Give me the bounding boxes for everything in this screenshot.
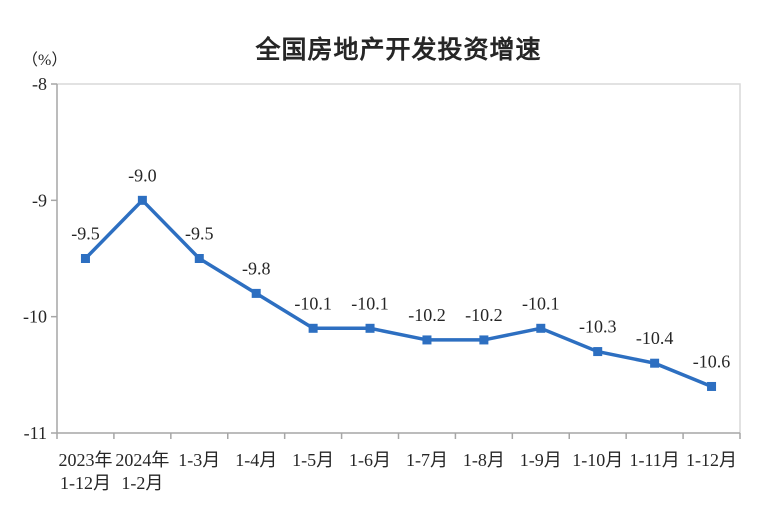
data-point-marker (308, 323, 318, 333)
y-axis-unit-label: （%） (22, 52, 68, 69)
x-axis-category-label: 1-7月 (406, 450, 448, 470)
chart-title: 全国房地产开发投资增速 (255, 36, 542, 64)
data-point-label: -10.1 (522, 293, 560, 313)
data-point-marker (251, 288, 261, 298)
x-axis-category-label: 1-9月 (520, 450, 562, 470)
x-axis-category-label: 1-5月 (292, 450, 334, 470)
data-point-marker (707, 381, 717, 391)
y-axis-tick-label: -9 (32, 190, 47, 210)
x-axis-category-label: 1-2月 (121, 473, 163, 493)
y-axis-tick-label: -8 (32, 74, 47, 94)
y-axis-tick-label: -10 (23, 307, 47, 327)
data-point-label: -10.1 (351, 293, 389, 313)
x-axis-category-label: 2024年 (115, 450, 169, 470)
data-point-label: -10.4 (636, 328, 674, 348)
data-point-marker (422, 335, 432, 345)
y-axis-tick-label: -11 (24, 423, 47, 443)
data-point-label: -9.5 (185, 224, 214, 244)
data-point-label: -10.1 (294, 293, 332, 313)
x-axis-category-label: 1-3月 (178, 450, 220, 470)
data-point-marker (479, 335, 489, 345)
data-point-label: -10.2 (465, 305, 503, 325)
x-axis-category-label: 1-12月 (60, 473, 111, 493)
data-point-label: -9.0 (128, 165, 157, 185)
x-axis-category-label: 1-6月 (349, 450, 391, 470)
data-point-marker (650, 358, 660, 368)
data-point-marker (137, 195, 147, 205)
x-axis-category-label: 1-12月 (686, 450, 737, 470)
x-axis-category-label: 2023年 (58, 450, 112, 470)
x-axis-category-label: 1-10月 (572, 450, 623, 470)
plot-frame (57, 83, 741, 433)
data-point-label: -9.5 (71, 224, 100, 244)
data-point-label: -10.2 (408, 305, 446, 325)
data-point-marker (80, 254, 90, 263)
data-point-marker (593, 347, 603, 357)
data-line (84, 197, 713, 389)
data-point-label: -10.3 (579, 317, 617, 337)
x-axis-category-label: 1-8月 (463, 450, 505, 470)
x-axis-category-label: 1-11月 (629, 450, 679, 470)
data-point-marker (536, 323, 546, 333)
data-point-label: -9.8 (242, 258, 271, 278)
data-point-label: -10.6 (693, 351, 731, 371)
x-axis-category-label: 1-4月 (235, 450, 277, 470)
data-point-marker (365, 323, 375, 333)
data-point-marker (194, 254, 204, 263)
